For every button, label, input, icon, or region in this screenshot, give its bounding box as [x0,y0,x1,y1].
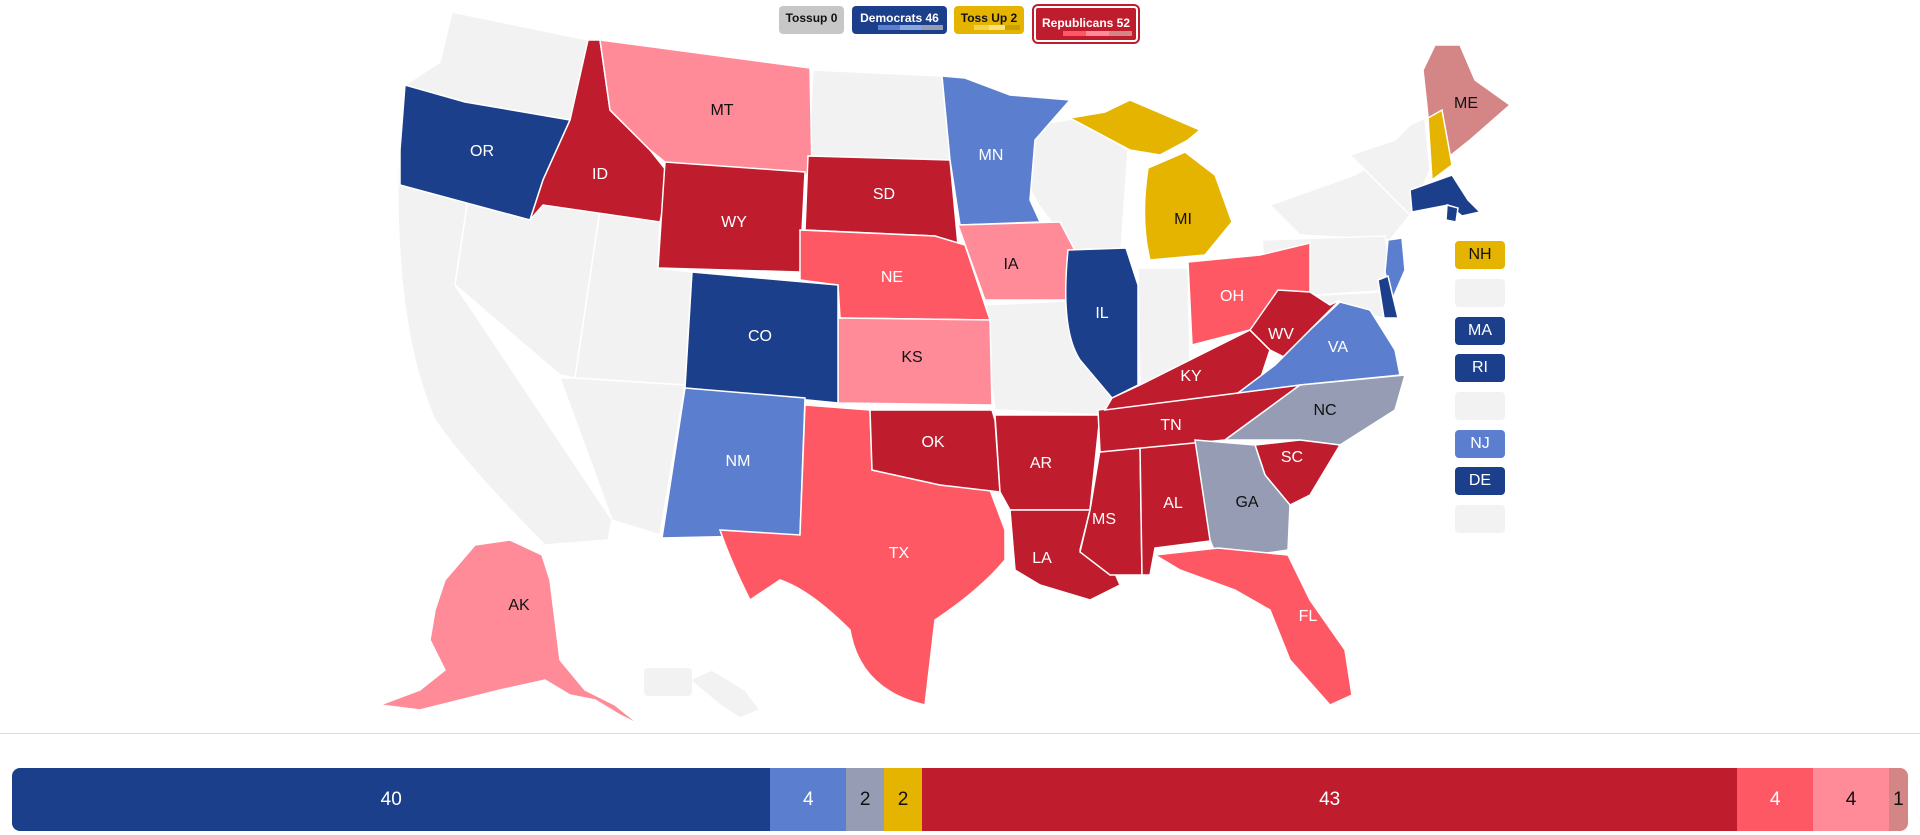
state-az[interactable] [558,377,686,536]
unrated-states [397,11,1431,719]
state-ca[interactable] [397,164,613,546]
republicans-shade-strip [1040,31,1132,36]
seat-segment-r-tilt[interactable]: 1 [1888,768,1908,831]
label-il: IL [1095,305,1108,322]
state-fl[interactable] [1152,547,1353,706]
label-ok: OK [921,434,944,451]
side-box-empty-2 [1455,392,1505,420]
seat-segment-d-likely[interactable]: 4 [770,768,847,831]
label-ks: KS [901,349,922,366]
state-nh[interactable] [1427,108,1453,182]
label-va: VA [1328,339,1348,356]
label-ar: AR [1030,455,1052,472]
state-de[interactable] [1377,274,1399,319]
seat-segment-tossup[interactable]: 2 [884,768,923,831]
tossup-legend-label: Tossup 0 [785,11,838,25]
label-ms: MS [1092,511,1116,528]
state-co[interactable] [684,271,839,404]
label-oh: OH [1220,288,1244,305]
label-ne: NE [881,269,903,286]
seat-segment-other[interactable]: 2 [846,768,885,831]
republicans-legend-chip[interactable]: Republicans 52 [1032,4,1140,44]
label-wv: WV [1268,326,1294,343]
state-wv[interactable] [1249,289,1341,361]
label-or: OR [470,143,494,160]
seat-segment-d-safe[interactable]: 40 [12,768,771,831]
state-ma[interactable] [1409,174,1482,217]
label-sc: SC [1281,449,1303,466]
tossup-legend-chip[interactable]: Tossup 0 [779,6,844,34]
state-ga[interactable] [1194,439,1291,561]
label-nm: NM [726,453,751,470]
state-il[interactable] [1064,247,1139,399]
side-box-empty-1 [1455,279,1505,307]
label-tn: TN [1160,417,1181,434]
label-fl: FL [1299,608,1318,625]
toss-up-shade-strip [958,25,1020,30]
seat-segment-r-likely[interactable]: 4 [1737,768,1814,831]
label-mt: MT [710,102,733,119]
us-senate-map: OR ID MT WY SD NE KS CO NM TX OK MN IA A… [379,11,1512,726]
side-box-ma[interactable]: MA [1455,317,1505,345]
label-tx: TX [889,545,910,562]
seat-segment-r-lean[interactable]: 4 [1813,768,1889,831]
seat-segment-r-safe[interactable]: 43 [922,768,1738,831]
label-al: AL [1163,495,1183,512]
democrats-legend-chip[interactable]: Democrats 46 [852,6,947,34]
label-ak: AK [508,597,530,614]
side-box-nh[interactable]: NH [1455,241,1505,269]
label-wy: WY [721,214,747,231]
label-ia: IA [1003,256,1018,273]
label-sd: SD [873,186,895,203]
label-me: ME [1454,95,1478,112]
label-id: ID [592,166,608,183]
label-la: LA [1032,550,1052,567]
democrats-shade-strip [856,25,943,30]
toss-up-legend-chip[interactable]: Toss Up 2 [954,6,1024,34]
label-mi: MI [1174,211,1192,228]
label-co: CO [748,328,772,345]
state-labels: OR ID MT WY SD NE KS CO NM TX OK MN IA A… [470,95,1478,625]
dc-placeholder-box [644,668,692,696]
state-mi[interactable] [1067,99,1233,261]
toss-up-legend-label: Toss Up 2 [960,11,1018,25]
state-ak[interactable] [379,539,641,726]
state-ri[interactable] [1445,204,1459,223]
side-box-ri[interactable]: RI [1455,354,1505,382]
divider [0,733,1920,734]
state-hi[interactable] [688,669,762,719]
party-legend: Tossup 0 Democrats 46 Toss Up 2 Republic… [0,4,1920,46]
state-mn[interactable] [941,75,1072,226]
seat-count-bar: 40 4 2 2 43 4 4 1 [12,768,1908,831]
side-box-de[interactable]: DE [1455,467,1505,495]
label-mn: MN [979,147,1004,164]
side-box-empty-3 [1455,505,1505,533]
republicans-legend-label: Republicans 52 [1041,16,1131,30]
rated-states [379,39,1512,726]
side-box-nj[interactable]: NJ [1455,430,1505,458]
state-nd[interactable] [807,69,951,161]
label-ky: KY [1180,368,1202,385]
label-ga: GA [1235,494,1258,511]
democrats-legend-label: Democrats 46 [860,11,939,25]
state-tx[interactable] [718,404,1006,706]
label-nc: NC [1313,402,1336,419]
